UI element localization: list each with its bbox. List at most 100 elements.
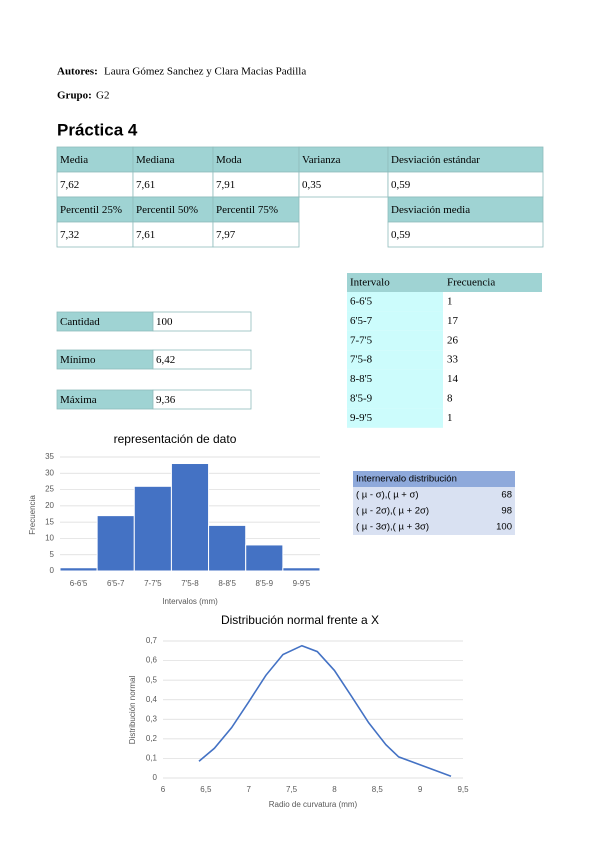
interval-range: ( µ - 3σ),( µ + 3σ)	[356, 522, 429, 533]
x-tick-label: 6'5-7	[107, 579, 125, 588]
stats-cell-text-cell	[212, 171, 300, 198]
stats-cell-text-cell	[212, 146, 300, 173]
freq-interval-bg	[347, 408, 443, 428]
freq-count: 33	[447, 354, 459, 366]
freq-interval-bg	[347, 330, 443, 351]
bar	[208, 524, 247, 572]
stats-cell-text: Moda	[216, 154, 242, 166]
interval-row-bg	[353, 487, 515, 503]
stats-cell-text: 0,35	[302, 179, 322, 191]
authors: Laura Gómez Sanchez y Clara Macias Padil…	[104, 66, 306, 78]
stats-cell-text-cell	[56, 196, 134, 223]
summary-value-cell	[152, 311, 252, 332]
chart-title: Distribución normal frente a X	[221, 613, 379, 627]
x-tick-label: 6,5	[200, 785, 212, 794]
interval-range: ( µ - 2σ),( µ + 2σ)	[356, 506, 429, 517]
summary-label: Cantidad	[60, 316, 100, 328]
freq-count: 1	[447, 296, 453, 308]
x-tick-label: 7	[246, 785, 251, 794]
x-tick-label: 7,5	[286, 785, 298, 794]
x-tick-label: 8'5-9	[256, 579, 274, 588]
interval-pct: 98	[501, 506, 512, 517]
summary-value: 100	[156, 316, 173, 328]
stats-cell-text-cell	[212, 196, 300, 223]
y-tick-label: 0,2	[146, 734, 158, 743]
freq-interval-bg	[347, 292, 443, 312]
freq-count: 26	[447, 334, 459, 346]
stats-cell-text-cell	[387, 171, 544, 198]
stats-cell-text: 7,32	[60, 229, 79, 241]
stats-cell-text: Varianza	[302, 154, 341, 166]
interval-row-bg	[353, 503, 515, 519]
stats-cell-text-cell	[56, 171, 134, 198]
y-tick-label: 0,6	[146, 656, 158, 665]
bar	[245, 544, 284, 572]
freq-interval-bg	[347, 311, 443, 331]
stats-cell-text: 0,59	[391, 179, 411, 191]
stats-cell-text: Desviación media	[391, 204, 470, 216]
x-axis-label: Intervalos (mm)	[162, 597, 218, 606]
x-tick-label: 7'5-8	[181, 579, 199, 588]
stats-cell-text: 7,91	[216, 179, 235, 191]
stats-cell-text: 7,97	[216, 229, 236, 241]
y-axis-label: Frecuencia	[28, 495, 37, 535]
x-axis-label: Radio de curvatura (mm)	[269, 800, 358, 809]
interval-range: ( µ - σ),( µ + σ)	[356, 490, 419, 501]
freq-interval-bg	[347, 350, 443, 370]
stats-cell-text-cell	[132, 146, 214, 173]
x-tick-label: 7-7'5	[144, 579, 162, 588]
freq-header: Frecuencia	[447, 277, 495, 289]
authors-label: Autores:	[57, 66, 98, 78]
x-tick-label: 9,5	[457, 785, 469, 794]
y-tick-label: 0,4	[146, 695, 158, 704]
stats-cell-text-cell	[56, 146, 134, 173]
freq-interval: 6-6'5	[350, 296, 373, 308]
freq-interval: 7'5-8	[350, 354, 373, 366]
x-tick-label: 9	[418, 785, 423, 794]
stats-cell-text: 7,62	[60, 179, 79, 191]
summary-value-cell	[152, 349, 252, 370]
interval-pct: 100	[496, 522, 512, 533]
line	[198, 644, 452, 777]
stats-cell-text: 7,61	[136, 179, 155, 191]
freq-interval: 7-7'5	[350, 334, 373, 346]
y-axis-label: Distribución normal	[128, 676, 137, 745]
stats-cell-text: Media	[60, 154, 88, 166]
bar	[96, 515, 135, 572]
bar	[59, 567, 98, 572]
group-label: Grupo:	[57, 90, 92, 102]
freq-interval-bg	[347, 389, 443, 409]
freq-count: 14	[447, 373, 459, 385]
x-tick-label: 6	[161, 785, 166, 794]
stats-cell-text: Percentil 25%	[60, 204, 122, 216]
y-tick-label: 15	[45, 517, 54, 526]
y-tick-label: 20	[45, 501, 54, 510]
y-tick-label: 10	[45, 534, 54, 543]
stats-cell-text: Percentil 75%	[216, 204, 278, 216]
y-tick-label: 0	[50, 566, 55, 575]
x-tick-label: 8,5	[372, 785, 384, 794]
stats-cell-text-cell	[387, 221, 544, 248]
bar	[282, 567, 321, 572]
x-tick-label: 8-8'5	[218, 579, 236, 588]
group: G2	[96, 90, 109, 102]
x-tick-label: 8	[332, 785, 337, 794]
interval-pct: 68	[501, 490, 512, 501]
y-tick-label: 0,1	[146, 754, 158, 763]
chart-title: representación de dato	[114, 432, 237, 446]
freq-count: 1	[447, 412, 453, 424]
summary-value: 9,36	[156, 394, 176, 406]
y-tick-label: 0	[153, 773, 158, 782]
summary-label: Mínimo	[60, 354, 96, 366]
freq-interval-bg	[347, 369, 443, 389]
freq-interval: 9-9'5	[350, 412, 373, 424]
freq-interval: 6'5-7	[350, 315, 373, 327]
y-tick-label: 25	[45, 485, 54, 494]
freq-count: 17	[447, 315, 459, 327]
y-tick-label: 30	[45, 468, 54, 477]
freq-header: Intervalo	[350, 277, 390, 289]
x-tick-label: 9-9'5	[293, 579, 311, 588]
interval-row-bg	[353, 519, 515, 535]
stats-cell-text: 7,61	[136, 229, 155, 241]
